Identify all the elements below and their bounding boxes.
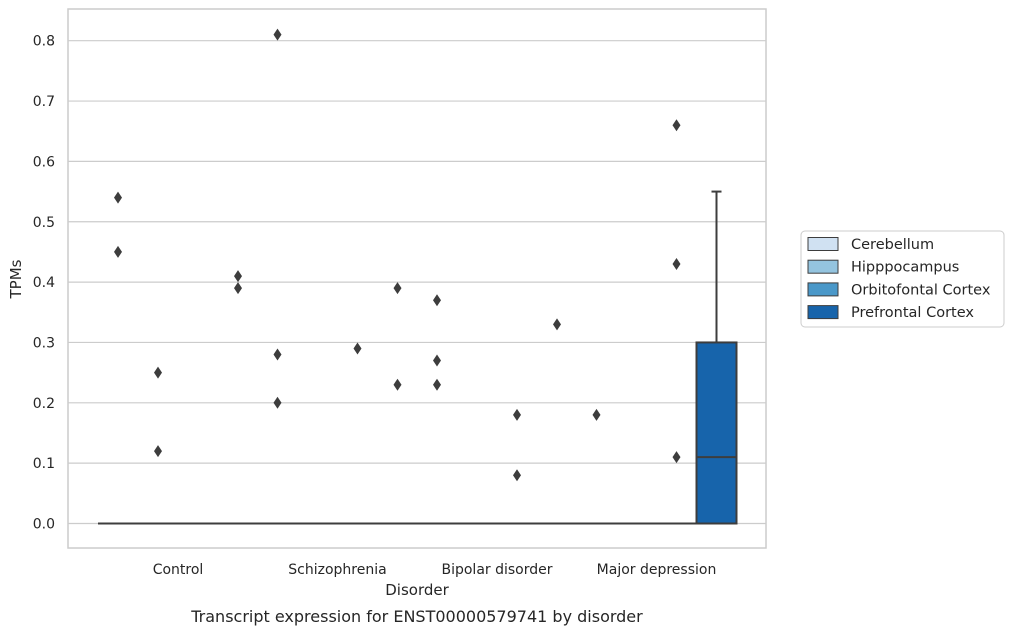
x-axis-ticks: Control Schizophrenia Bipolar disorder Majo… [153,562,717,578]
outlier-point [154,366,162,379]
legend-frame [800,230,1005,328]
legend: Cerebellum Hipppocampus Orbitofontal Corte… [800,230,1005,328]
box-prefrontal-cortex [695,190,738,525]
y-tick-label: 0.0 [33,517,55,533]
x-axis-label: Disorder [385,581,449,599]
x-tick-label: Bipolar disorder [441,562,552,578]
chart-caption: Transcript expression for ENST0000057974… [190,607,643,626]
legend-label: Cerebellum [851,237,934,253]
legend-label: Hipppocampus [851,260,959,276]
outlier-point [393,282,402,295]
x-tick-label: Control [153,562,204,578]
y-axis-ticks: 0.0 0.1 0.2 0.3 0.4 0.5 0.6 0.7 0.8 [33,34,55,533]
outlier-point [672,119,681,132]
y-tick-label: 0.6 [33,154,55,170]
outlier-point [353,342,362,355]
x-tick-label: Schizophrenia [288,562,386,578]
y-tick-label: 0.8 [33,34,55,50]
y-tick-label: 0.5 [33,215,55,231]
legend-label: Prefrontal Cortex [851,305,974,321]
y-tick-label: 0.7 [33,94,55,110]
outlier-point [273,396,282,409]
outlier-point [672,451,681,464]
boxes [98,190,738,525]
y-tick-label: 0.2 [33,396,55,412]
legend-label: Orbitofontal Cortex [851,282,991,298]
y-tick-label: 0.1 [33,456,55,472]
outlier-point [234,270,242,283]
y-axis-label: TPMs [7,259,25,299]
outlier-point [273,28,282,41]
outlier-point [433,294,441,307]
outlier-point [234,282,242,295]
outlier-point [433,378,441,391]
outlier-point [393,378,402,391]
outliers [114,28,681,482]
plot-frame [67,8,767,549]
x-tick-label: Major depression [597,562,717,578]
outlier-point [154,445,162,458]
outlier-point [114,245,122,258]
gridlines [68,40,766,525]
legend-swatch [807,259,839,274]
outlier-point [592,408,601,421]
outlier-point [114,191,122,204]
outlier-point [273,348,282,361]
y-tick-label: 0.4 [33,275,55,291]
legend-swatch [807,282,839,297]
outlier-point [513,408,521,421]
y-tick-label: 0.3 [33,335,55,351]
legend-swatch [807,305,839,320]
outlier-point [672,257,681,270]
outlier-point [553,318,561,331]
legend-swatch [807,237,839,251]
box-body [695,341,738,525]
outlier-point [513,469,521,482]
outlier-point [433,354,441,367]
